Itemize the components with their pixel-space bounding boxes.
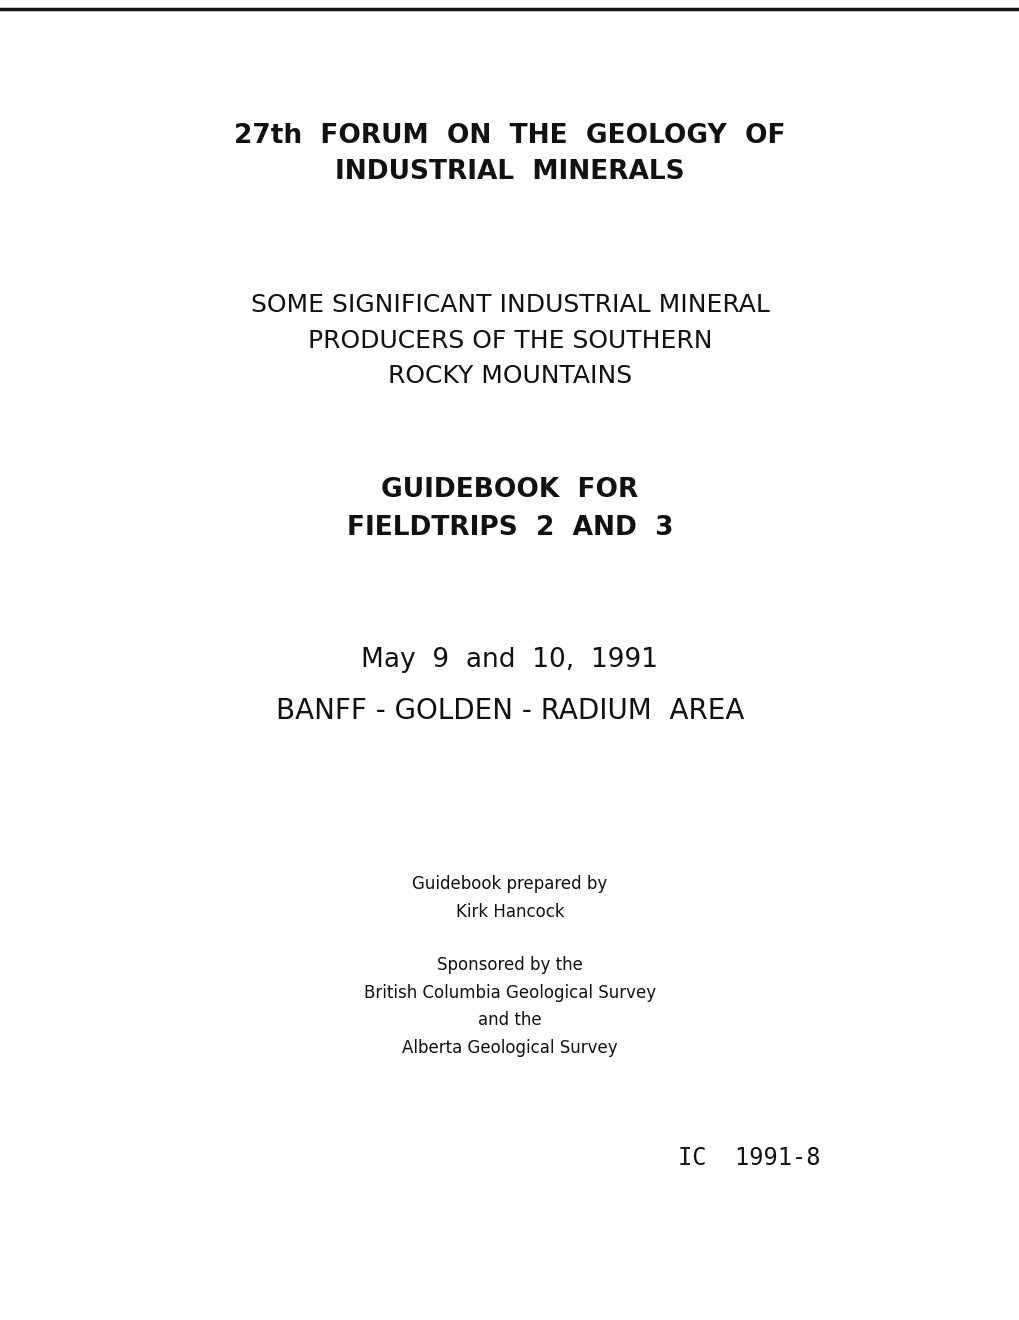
Text: GUIDEBOOK  FOR: GUIDEBOOK FOR (381, 477, 638, 503)
Text: and the: and the (478, 1011, 541, 1030)
Text: Sponsored by the: Sponsored by the (436, 956, 583, 974)
Text: May  9  and  10,  1991: May 9 and 10, 1991 (361, 647, 658, 673)
Text: 27th  FORUM  ON  THE  GEOLOGY  OF: 27th FORUM ON THE GEOLOGY OF (234, 123, 785, 149)
Text: Kirk Hancock: Kirk Hancock (455, 903, 564, 921)
Text: BANFF - GOLDEN - RADIUM  AREA: BANFF - GOLDEN - RADIUM AREA (275, 697, 744, 726)
Text: INDUSTRIAL  MINERALS: INDUSTRIAL MINERALS (335, 158, 684, 185)
Text: IC  1991-8: IC 1991-8 (678, 1146, 820, 1170)
Text: Alberta Geological Survey: Alberta Geological Survey (401, 1039, 618, 1057)
Text: PRODUCERS OF THE SOUTHERN: PRODUCERS OF THE SOUTHERN (308, 329, 711, 352)
Text: ROCKY MOUNTAINS: ROCKY MOUNTAINS (387, 364, 632, 388)
Text: British Columbia Geological Survey: British Columbia Geological Survey (364, 983, 655, 1002)
Text: Guidebook prepared by: Guidebook prepared by (412, 875, 607, 894)
Text: FIELDTRIPS  2  AND  3: FIELDTRIPS 2 AND 3 (346, 515, 673, 541)
Text: SOME SIGNIFICANT INDUSTRIAL MINERAL: SOME SIGNIFICANT INDUSTRIAL MINERAL (251, 293, 768, 317)
